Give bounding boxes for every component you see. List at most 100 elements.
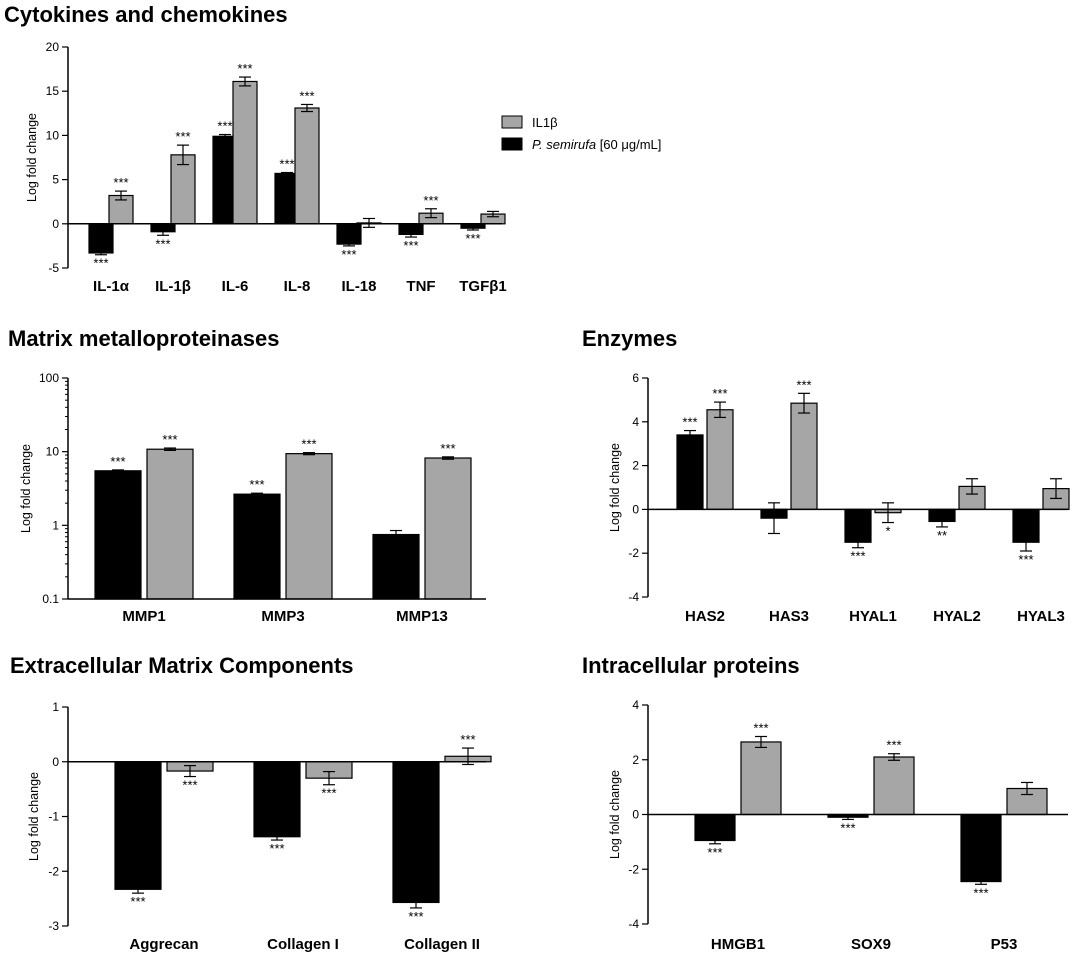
chart-intracellular: -4 -2 0 2 4 Log fold change *** *** HMGB1 *** *** S…	[608, 698, 1068, 953]
bar-psemirufa	[94, 470, 142, 600]
y-tick-label: -3	[48, 919, 59, 933]
significance-label: ***	[973, 885, 988, 900]
panel-title-intracellular: Intracellular proteins	[582, 653, 800, 678]
category-label: MMP3	[261, 608, 304, 625]
y-axis-label: Log fold change	[608, 770, 622, 859]
significance-label: ***	[460, 732, 475, 747]
y-axis-label: Log fold change	[27, 772, 41, 861]
y-tick-label: 2	[632, 753, 639, 767]
significance-label: ***	[130, 894, 145, 909]
legend-label-psemirufa-italic: P. semirufa	[532, 137, 596, 152]
bar-il1b	[232, 80, 258, 225]
significance-label: ***	[162, 432, 177, 447]
y-tick-label: -2	[628, 546, 639, 560]
bar-psemirufa	[372, 533, 420, 600]
y-tick-label: 4	[632, 698, 639, 712]
category-label: Collagen II	[404, 936, 480, 953]
y-tick-label: 100	[39, 371, 59, 385]
category-label: SOX9	[851, 936, 891, 953]
y-tick-label: -1	[48, 810, 59, 824]
significance-label: ***	[279, 157, 294, 172]
y-tick-label: 10	[46, 128, 60, 142]
y-tick-label: 15	[46, 84, 60, 98]
significance-label: ***	[175, 129, 190, 144]
bar-il1b	[424, 457, 472, 600]
y-axis-label: Log fold change	[608, 443, 622, 532]
significance-label: ***	[301, 437, 316, 452]
y-tick-label: -5	[48, 261, 59, 275]
bar-il1b	[285, 453, 333, 600]
category-label: TNF	[406, 278, 435, 295]
y-tick-label: 6	[632, 371, 639, 385]
bar-psemirufa	[88, 223, 114, 254]
significance-label: ***	[321, 786, 336, 801]
y-tick-label: -4	[628, 590, 639, 604]
bar-il1b	[740, 741, 782, 816]
significance-label: ***	[440, 441, 455, 456]
bar-psemirufa	[960, 813, 1002, 883]
bar-il1b	[146, 448, 194, 600]
bar-psemirufa	[676, 434, 704, 511]
bar-il1b	[873, 756, 915, 816]
category-label: P53	[991, 936, 1018, 953]
significance-label: ***	[93, 256, 108, 271]
significance-label: ***	[682, 415, 697, 430]
category-label: HYAL1	[849, 608, 897, 625]
significance-label: **	[937, 528, 947, 543]
y-tick-label: 0	[52, 755, 59, 769]
panel-title-cytokines: Cytokines and chemokines	[4, 2, 288, 27]
panel-title-enzymes: Enzymes	[582, 326, 677, 351]
category-label: HYAL3	[1017, 608, 1065, 625]
significance-label: ***	[840, 820, 855, 835]
y-tick-label: 0	[52, 217, 59, 231]
significance-label: *	[885, 524, 890, 539]
significance-label: ***	[237, 61, 252, 76]
category-label: HAS3	[769, 608, 809, 625]
panel-title-ecm: Extracellular Matrix Components	[10, 653, 354, 678]
significance-label: ***	[796, 377, 811, 392]
significance-label: ***	[403, 238, 418, 253]
legend: IL1β P. semirufa [60 μg/mL]	[501, 115, 661, 152]
category-label: IL-1β	[155, 278, 191, 295]
significance-label: ***	[1018, 552, 1033, 567]
legend-label-psemirufa: P. semirufa [60 μg/mL]	[532, 137, 661, 152]
y-tick-label: 5	[52, 173, 59, 187]
y-tick-label: 2	[632, 459, 639, 473]
significance-label: ***	[465, 231, 480, 246]
y-tick-label: 4	[632, 415, 639, 429]
significance-label: ***	[408, 909, 423, 924]
legend-swatch-il1b	[501, 115, 523, 129]
legend-label-il1b: IL1β	[532, 115, 558, 130]
y-tick-label: -2	[48, 864, 59, 878]
chart-cytokines: -5 0 5 10 15 20 Log fold change *** *** IL-1α *** *…	[25, 40, 507, 295]
legend-swatch-psemirufa	[501, 137, 523, 151]
bar-psemirufa	[694, 813, 736, 842]
bar-psemirufa	[253, 761, 301, 838]
significance-label: ***	[712, 386, 727, 401]
significance-label: ***	[886, 738, 901, 753]
legend-label-psemirufa-dose: [60 μg/mL]	[596, 137, 661, 152]
y-axis-label: Log fold change	[25, 113, 39, 202]
chart-ecm: -3 -2 -1 0 1 Log fold change *** *** Aggrecan ***…	[27, 700, 492, 953]
significance-label: ***	[249, 477, 264, 492]
bar-il1b	[706, 409, 734, 511]
category-label: TGFβ1	[459, 278, 507, 295]
y-tick-label: 20	[46, 40, 60, 54]
significance-label: ***	[110, 454, 125, 469]
bar-psemirufa	[392, 761, 440, 904]
y-tick-label: 0	[632, 502, 639, 516]
significance-label: ***	[217, 119, 232, 134]
category-label: MMP1	[122, 608, 165, 625]
panel-title-mmp: Matrix metalloproteinases	[8, 326, 279, 351]
bar-il1b	[170, 154, 196, 225]
category-label: MMP13	[396, 608, 448, 625]
category-label: IL-6	[222, 278, 249, 295]
significance-label: ***	[182, 778, 197, 793]
y-tick-label: 1	[52, 700, 59, 714]
category-label: Collagen I	[267, 936, 339, 953]
y-tick-label: -2	[628, 862, 639, 876]
significance-label: ***	[269, 841, 284, 856]
significance-label: ***	[753, 720, 768, 735]
significance-label: ***	[707, 845, 722, 860]
